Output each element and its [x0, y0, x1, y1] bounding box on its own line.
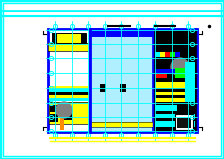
Bar	[155, 69, 195, 74]
Bar	[155, 92, 195, 95]
Bar	[165, 52, 170, 57]
Bar	[90, 29, 153, 132]
Bar	[170, 52, 175, 57]
Bar	[153, 29, 197, 132]
Bar	[177, 118, 191, 128]
Bar	[155, 82, 195, 88]
Bar	[175, 52, 180, 57]
Bar	[153, 29, 197, 132]
Bar	[160, 52, 165, 57]
Bar	[155, 114, 195, 118]
Bar	[175, 114, 193, 130]
Bar	[49, 102, 89, 124]
Bar	[60, 116, 64, 130]
Bar	[175, 68, 195, 78]
Bar	[90, 122, 153, 127]
Circle shape	[56, 102, 72, 118]
Bar	[48, 43, 90, 51]
Bar	[62, 113, 72, 120]
Bar	[155, 105, 177, 111]
Bar	[185, 62, 195, 102]
Bar	[155, 121, 195, 127]
Bar	[49, 95, 89, 98]
Bar	[90, 29, 153, 37]
Bar	[50, 114, 58, 122]
Bar	[90, 29, 153, 132]
Bar	[52, 33, 86, 43]
Bar	[100, 84, 106, 92]
Bar	[155, 52, 160, 57]
Circle shape	[171, 58, 189, 76]
Bar	[49, 86, 89, 89]
Bar	[49, 102, 89, 124]
Bar	[90, 122, 153, 127]
Bar	[49, 89, 89, 92]
Bar	[49, 92, 89, 95]
Bar	[49, 98, 89, 101]
Bar	[52, 33, 57, 43]
Bar	[155, 70, 167, 78]
Bar	[81, 33, 86, 43]
Bar	[48, 29, 197, 132]
Bar	[155, 98, 195, 102]
Bar	[50, 105, 62, 112]
Bar	[48, 43, 90, 51]
Bar	[120, 84, 126, 92]
